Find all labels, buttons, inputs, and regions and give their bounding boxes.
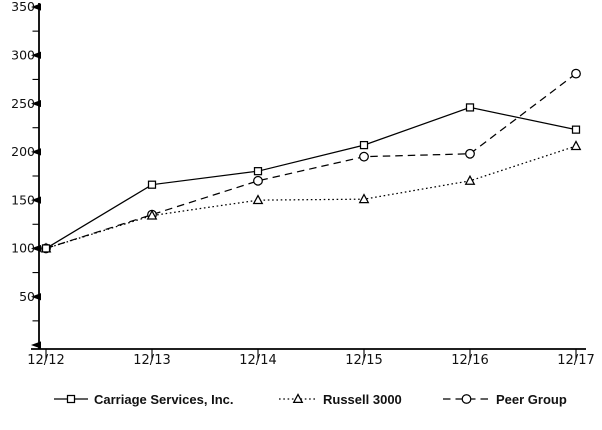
square-marker-icon (41, 244, 51, 253)
y-axis-tick-label: 350 (11, 0, 35, 14)
y-major-tick-arrow-icon (31, 3, 41, 11)
series-markers-0 (41, 103, 581, 253)
y-axis-tick-label: 100 (11, 241, 35, 256)
y-major-tick-arrow-icon (31, 293, 41, 301)
circle-marker-icon (253, 175, 263, 186)
legend-label-russell-3000: Russell 3000 (323, 391, 402, 407)
y-major-tick-arrow-icon (31, 99, 41, 108)
y-major-tick-arrow-icon (31, 51, 41, 59)
series-line-2 (45, 73, 577, 250)
x-axis-tick-label: 12/15 (345, 353, 382, 368)
square-marker-icon (66, 394, 76, 404)
x-axis-ticks (45, 349, 577, 361)
legend-item-peer-group: Peer Group (443, 390, 567, 408)
legend-label-peer-group: Peer Group (496, 391, 567, 407)
legend-label-carriage-services: Carriage Services, Inc. (94, 391, 234, 407)
x-axis-tick-label: 12/16 (451, 353, 488, 368)
triangle-marker-icon (146, 209, 158, 220)
series-line-0 (45, 106, 577, 249)
square-marker-icon (465, 103, 475, 112)
axes (31, 3, 586, 350)
y-major-tick-arrow-icon (31, 196, 41, 204)
square-marker-icon (253, 167, 263, 176)
y-axis-tick-label: 150 (11, 192, 35, 207)
square-marker-icon (147, 180, 157, 189)
y-major-tick-arrow-icon (31, 148, 41, 156)
triangle-marker-icon (292, 393, 304, 404)
y-major-tick-arrow-icon (31, 244, 41, 253)
circle-marker-icon (465, 148, 475, 159)
legend-sample-dashed-circle-icon (443, 392, 490, 406)
legend-sample-dotted-triangle-icon (279, 392, 317, 406)
triangle-marker-icon (358, 193, 370, 204)
square-marker-icon (571, 125, 581, 134)
y-axis-tick-label: 250 (11, 96, 35, 111)
y-major-tick-arrow-icon (31, 341, 41, 349)
circle-marker-icon (359, 151, 369, 162)
circle-marker-icon (461, 394, 472, 404)
x-axis-tick-label: 12/13 (133, 353, 170, 368)
x-axis-tick-label: 12/17 (557, 353, 594, 368)
y-axis-tick-label: 200 (11, 144, 35, 159)
legend-item-russell-3000: Russell 3000 (279, 390, 402, 408)
triangle-marker-icon (464, 174, 476, 185)
circle-marker-icon (571, 68, 581, 79)
x-axis-labels: 12/12 12/13 12/14 12/15 12/16 12/17 (27, 353, 594, 368)
triangle-marker-icon (252, 194, 264, 205)
y-axis-tick-label: 300 (11, 47, 35, 62)
legend-sample-solid-square-icon (54, 392, 88, 406)
x-axis-tick-label: 12/12 (27, 353, 64, 368)
triangle-marker-icon (570, 140, 582, 151)
y-axis-labels: 50 100 150 200 250 300 350 (11, 0, 35, 304)
series-markers-2 (41, 68, 581, 254)
y-axis-tick-label: 50 (19, 289, 35, 304)
square-marker-icon (359, 140, 369, 150)
x-axis-tick-label: 12/14 (239, 353, 276, 368)
y-axis-ticks (31, 3, 41, 349)
series-line-1 (45, 145, 577, 250)
legend-item-carriage-services: Carriage Services, Inc. (54, 390, 233, 408)
